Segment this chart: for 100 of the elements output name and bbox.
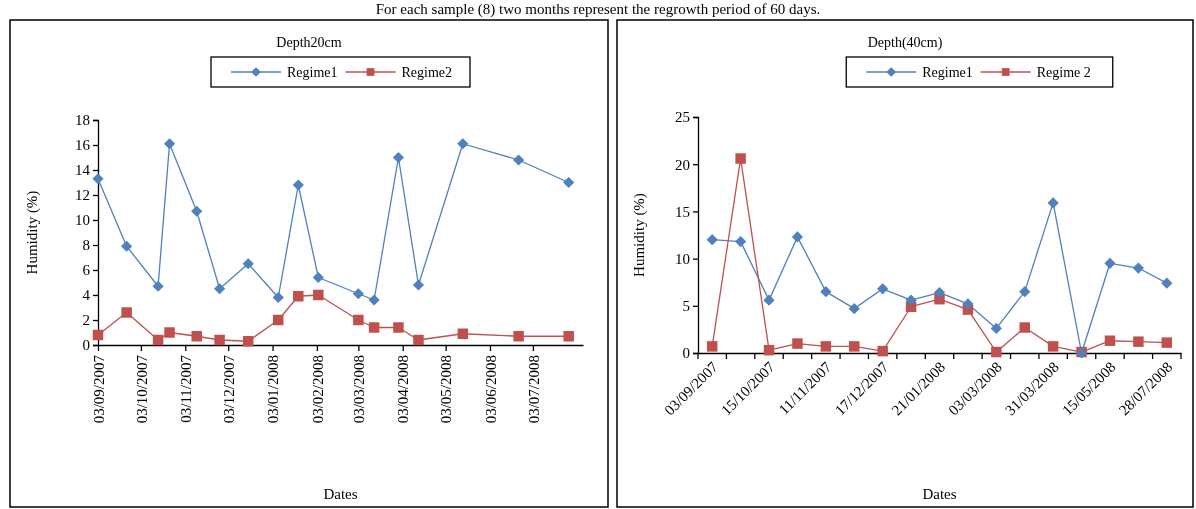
legend-label: Regime2 xyxy=(401,65,453,80)
point xyxy=(214,283,226,295)
point xyxy=(292,179,304,191)
y-tick-label: 10 xyxy=(75,212,90,229)
point xyxy=(191,331,202,342)
point xyxy=(962,298,974,310)
x-tick-label: 03/03/2008 xyxy=(351,355,368,424)
point xyxy=(877,345,888,357)
y-tick-label: 0 xyxy=(682,345,690,362)
y-axis-title: Humidity (%) xyxy=(631,193,648,277)
y-axis-title: Humidity (%) xyxy=(24,190,41,275)
point xyxy=(706,341,718,352)
point xyxy=(735,153,746,164)
point xyxy=(242,258,254,270)
x-axis-title: Dates xyxy=(323,486,358,502)
y-tick-label: 4 xyxy=(82,287,91,304)
point xyxy=(121,307,132,318)
point xyxy=(849,341,860,352)
point xyxy=(164,327,175,338)
point xyxy=(792,338,803,349)
y-tick-label: 8 xyxy=(82,237,90,254)
y-tick-label: 2 xyxy=(82,312,90,329)
point xyxy=(563,176,575,189)
y-tick-label: 6 xyxy=(82,262,91,279)
point xyxy=(1161,337,1173,348)
point xyxy=(352,288,364,300)
y-tick-label: 0 xyxy=(82,337,90,354)
point xyxy=(1161,277,1173,289)
point xyxy=(1019,286,1031,298)
x-axis-title: Dates xyxy=(922,486,957,502)
x-tick-label: 03/05/2008 xyxy=(438,355,455,424)
x-tick-label: 03/01/2008 xyxy=(265,355,282,424)
point xyxy=(1104,335,1116,346)
chart-title: Depth20cm xyxy=(276,35,342,50)
point xyxy=(990,322,1002,335)
point xyxy=(412,279,425,291)
point xyxy=(312,271,324,284)
point xyxy=(735,236,747,248)
point xyxy=(905,294,917,306)
point xyxy=(1019,322,1030,333)
point xyxy=(457,138,469,150)
point xyxy=(273,314,284,326)
x-tick-label: 03/12/2007 xyxy=(220,354,237,424)
y-tick-label: 25 xyxy=(675,109,690,126)
point xyxy=(242,336,254,347)
point xyxy=(706,234,718,246)
point xyxy=(1047,341,1059,352)
chart-title: Depth(40cm) xyxy=(867,35,943,51)
point xyxy=(413,334,424,346)
x-tick-label: 03/04/2008 xyxy=(395,355,412,424)
y-tick-label: 15 xyxy=(675,203,690,220)
point xyxy=(933,286,946,299)
y-tick-label: 12 xyxy=(75,187,90,204)
x-tick-label: 03/10/2007 xyxy=(133,354,150,424)
point xyxy=(353,314,364,326)
point xyxy=(791,231,804,243)
point xyxy=(513,154,525,166)
point xyxy=(92,173,104,185)
point xyxy=(457,328,469,339)
point xyxy=(152,280,164,292)
y-tick-label: 16 xyxy=(75,137,91,154)
x-tick-label: 03/02/2008 xyxy=(309,355,326,424)
point xyxy=(392,151,405,164)
point xyxy=(313,289,324,301)
x-tick-label: 03/09/2007 xyxy=(90,354,107,424)
point xyxy=(214,334,225,346)
point xyxy=(163,138,176,150)
y-tick-label: 18 xyxy=(75,112,90,129)
y-tick-label: 10 xyxy=(675,250,690,267)
point xyxy=(293,291,304,302)
point xyxy=(368,294,380,306)
legend-label: Regime 2 xyxy=(1036,65,1091,80)
point xyxy=(152,334,164,346)
x-tick-label: 03/06/2008 xyxy=(482,355,499,424)
point xyxy=(820,341,832,352)
point xyxy=(513,331,524,342)
point xyxy=(92,329,104,341)
legend-label: Regime1 xyxy=(922,65,973,80)
legend-label: Regime1 xyxy=(287,65,338,80)
point xyxy=(848,303,860,315)
text: For each sample (8) two months represent the regrowth period of 60 days. xyxy=(375,1,821,18)
y-tick-label: 20 xyxy=(675,156,690,173)
point xyxy=(1132,262,1144,274)
y-tick-label: 14 xyxy=(75,162,91,179)
point xyxy=(191,205,203,217)
point xyxy=(763,294,775,306)
y-tick-label: 5 xyxy=(682,298,690,315)
x-tick-label: 03/11/2007 xyxy=(178,354,195,423)
point xyxy=(877,283,889,295)
point xyxy=(368,322,380,333)
point xyxy=(820,286,832,298)
point xyxy=(121,240,133,252)
point xyxy=(1133,336,1144,347)
point xyxy=(1104,257,1116,269)
point xyxy=(272,291,284,304)
point xyxy=(763,344,775,356)
point xyxy=(991,346,1002,358)
x-tick-label: 03/07/2008 xyxy=(525,355,542,424)
point xyxy=(1047,197,1059,209)
point xyxy=(563,331,574,342)
